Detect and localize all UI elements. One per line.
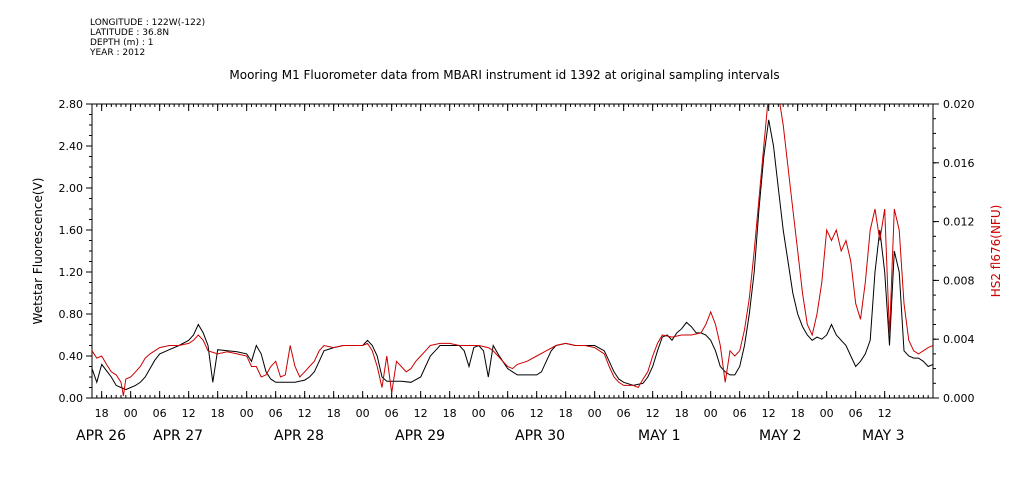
y2-tick-label: 0.020 [943, 98, 975, 111]
x-hour-label: 06 [385, 407, 399, 420]
y2-axis-label: HS2 fl676(NFU) [989, 205, 1003, 298]
x-hour-label: 18 [559, 407, 573, 420]
metadata-longitude: LONGITUDE : 122W(-122) [90, 18, 206, 28]
x-day-label: APR 29 [395, 428, 445, 444]
x-hour-label: 00 [124, 407, 138, 420]
metadata-latitude: LATITUDE : 36.8N [90, 28, 170, 38]
x-day-label: MAY 1 [638, 428, 680, 444]
x-hour-label: 00 [704, 407, 718, 420]
y2-tick-label: 0.008 [943, 274, 975, 287]
x-hour-label: 18 [327, 407, 341, 420]
x-day-label: APR 27 [153, 428, 203, 444]
x-hour-label: 12 [182, 407, 196, 420]
x-hour-label: 18 [211, 407, 225, 420]
x-hour-label: 06 [733, 407, 747, 420]
y2-tick-label: 0.016 [943, 157, 975, 170]
y-tick-label: 1.20 [59, 266, 84, 279]
series-line-black [92, 119, 933, 391]
y-tick-label: 2.80 [59, 98, 84, 111]
x-hour-label: 06 [501, 407, 515, 420]
y-tick-label: 0.00 [59, 392, 84, 405]
y-axis-label: Wetstar Fluorescence(V) [31, 178, 45, 325]
chart-title: Mooring M1 Fluorometer data from MBARI i… [229, 68, 780, 82]
y2-tick-label: 0.000 [943, 392, 975, 405]
y2-tick-label: 0.012 [943, 216, 975, 229]
metadata-year: YEAR : 2012 [90, 48, 146, 58]
x-hour-label: 00 [820, 407, 834, 420]
x-hour-label: 06 [269, 407, 283, 420]
x-hour-label: 00 [472, 407, 486, 420]
x-hour-label: 00 [588, 407, 602, 420]
x-hour-label: 00 [356, 407, 370, 420]
x-hour-label: 12 [646, 407, 660, 420]
x-hour-label: 18 [791, 407, 805, 420]
x-hour-label: 18 [443, 407, 457, 420]
y-tick-label: 0.40 [59, 350, 84, 363]
chart-labels: 0.00 0.40 0.80 1.20 1.60 2.00 2.40 2.80 0.000 0.0… [59, 98, 975, 444]
x-hour-label: 06 [153, 407, 167, 420]
y-tick-label: 2.40 [59, 140, 84, 153]
x-hour-label: 12 [878, 407, 892, 420]
metadata-depth: DEPTH (m) : 1 [90, 38, 154, 48]
x-hour-label: 12 [414, 407, 428, 420]
y-tick-label: 2.00 [59, 182, 84, 195]
y2-tick-label: 0.004 [943, 333, 975, 346]
x-day-label: MAY 3 [862, 428, 904, 444]
x-day-label: APR 30 [515, 428, 565, 444]
x-day-label: APR 28 [274, 428, 324, 444]
y-tick-label: 1.60 [59, 224, 84, 237]
chart-ticks [86, 103, 939, 399]
x-hour-label: 12 [298, 407, 312, 420]
x-hour-label: 06 [617, 407, 631, 420]
x-hour-label: 12 [530, 407, 544, 420]
x-day-label: APR 26 [76, 428, 126, 444]
x-hour-label: 12 [762, 407, 776, 420]
y-tick-label: 0.80 [59, 308, 84, 321]
metadata-block: LONGITUDE : 122W(-122) LATITUDE : 36.8N … [90, 18, 205, 58]
chart-series [92, 104, 933, 396]
x-day-label: MAY 2 [759, 428, 801, 444]
x-hour-label: 18 [675, 407, 689, 420]
x-hour-label: 00 [240, 407, 254, 420]
x-hour-label: 06 [849, 407, 863, 420]
series-line-red [92, 104, 933, 396]
x-hour-label: 18 [95, 407, 109, 420]
